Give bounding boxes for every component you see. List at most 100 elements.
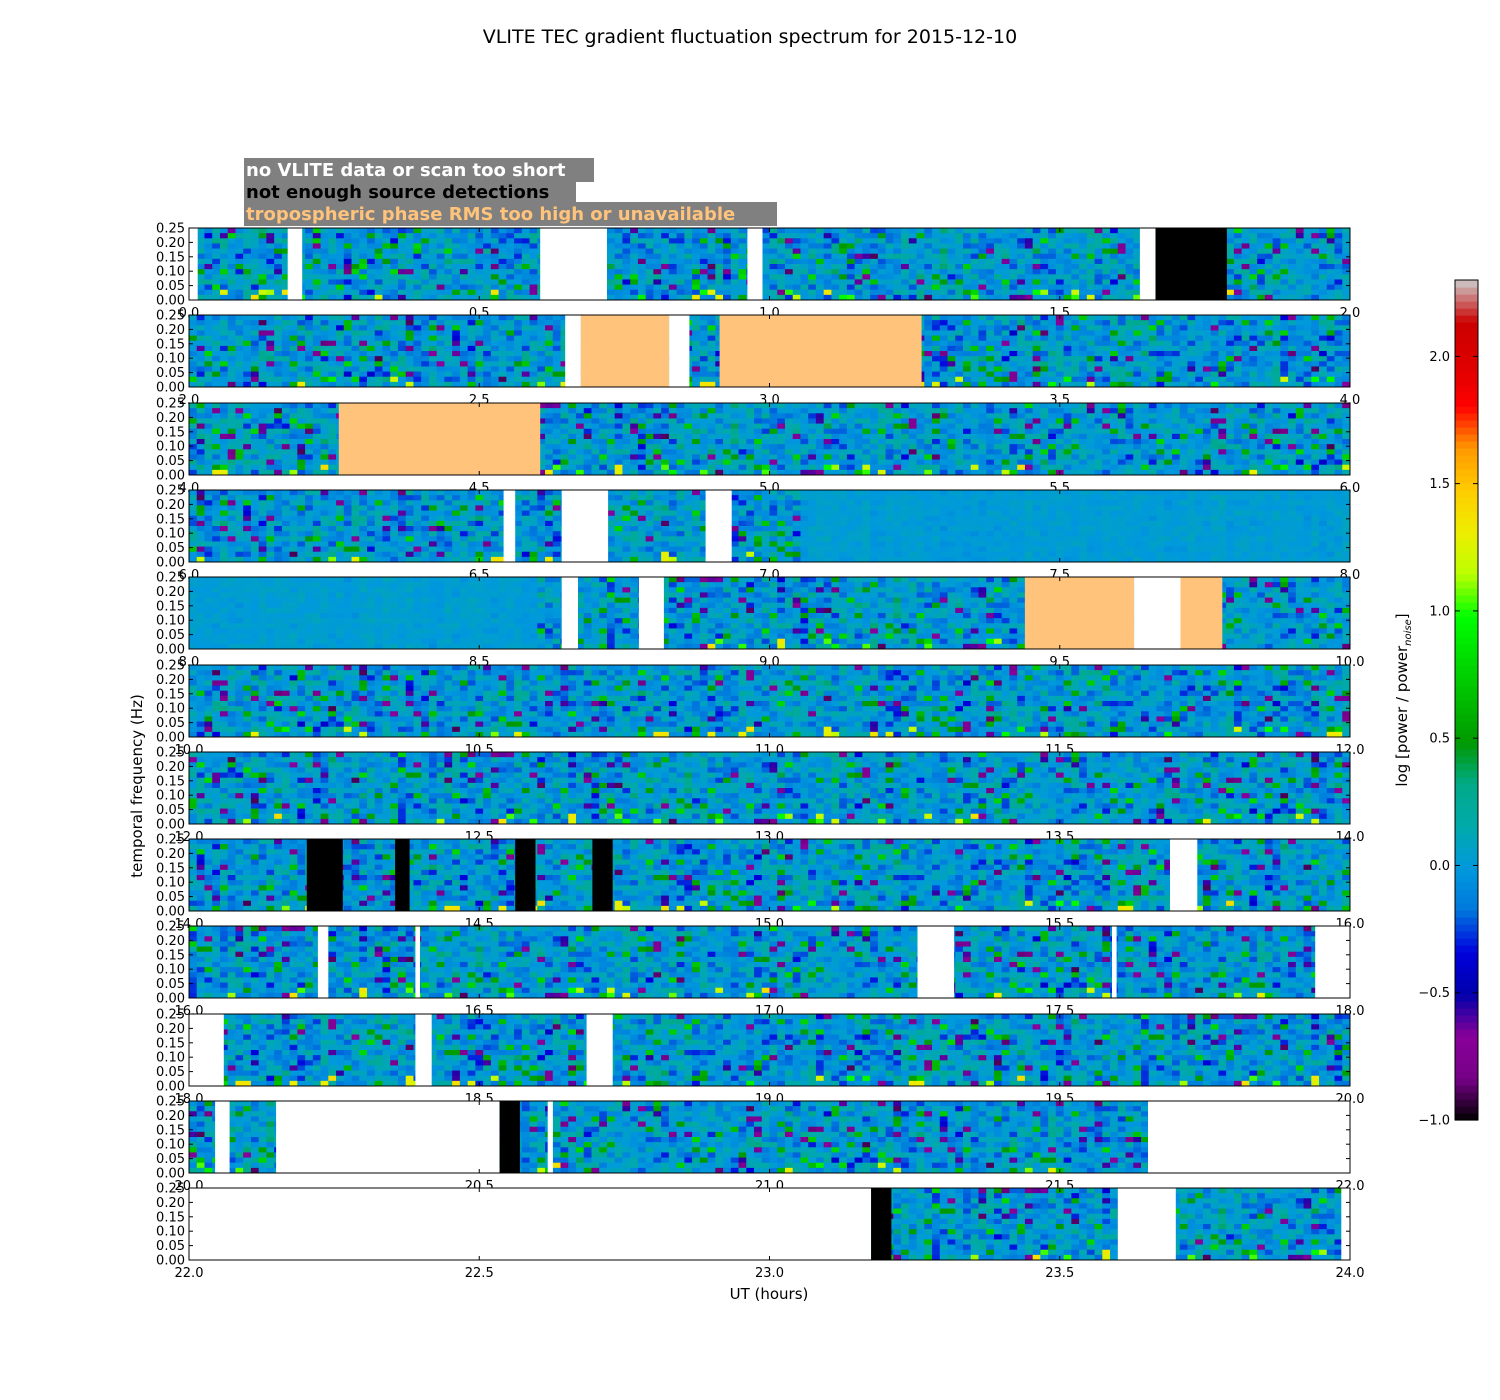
y-tick-label: 0.25 (156, 746, 185, 761)
y-tick-label: 0.25 (156, 222, 185, 237)
colorbar-tick-label: 1.0 (1429, 604, 1450, 619)
y-tick-label: 0.25 (156, 397, 185, 412)
y-tick-label: 0.20 (156, 760, 185, 775)
y-tick-label: 0.15 (156, 512, 185, 527)
y-tick-label: 0.15 (156, 1036, 185, 1051)
y-tick-label: 0.15 (156, 774, 185, 789)
x-tick-label: 23.5 (1045, 1266, 1074, 1281)
y-tick-label: 0.20 (156, 1022, 185, 1037)
y-tick-label: 0.10 (156, 789, 185, 804)
legend-box-no_data (244, 158, 594, 182)
y-tick-label: 0.15 (156, 337, 185, 352)
flag-no-data-4 (1148, 1101, 1350, 1173)
flag-no-data-0 (317, 926, 329, 998)
flag-few-detections-1 (395, 839, 410, 911)
flag-no-data-0 (561, 577, 578, 649)
y-tick-label: 0.20 (156, 585, 185, 600)
y-tick-label: 0.00 (156, 992, 185, 1007)
y-tick-label: 0.20 (156, 1196, 185, 1211)
x-tick-label: 23.0 (755, 1266, 784, 1281)
y-tick-label: 0.25 (156, 571, 185, 586)
y-tick-label: 0.05 (156, 1065, 185, 1080)
y-tick-label: 0.25 (156, 484, 185, 499)
colorbar: −1.0 −0.5 0.0 0.5 1.0 1.5 2.0 (1418, 279, 1479, 1129)
y-tick-label: 0.20 (156, 673, 185, 688)
flag-tropo-rms-0 (338, 403, 541, 475)
flag-no-data-2 (705, 490, 732, 562)
panel-3: 0.000.050.100.150.200.256.0 6.5 7.0 7.5 8.0 (156, 484, 1360, 584)
y-tick-label: 0.05 (156, 454, 185, 469)
y-tick-label: 0.25 (156, 659, 185, 674)
y-tick-label: 0.00 (156, 818, 185, 833)
y-tick-label: 0.10 (156, 1051, 185, 1066)
y-tick-label: 0.05 (156, 628, 185, 643)
y-tick-label: 0.00 (156, 905, 185, 920)
flag-no-data-3 (1341, 1188, 1350, 1260)
spectrum-panels: 0.000.050.100.150.200.250.0 0.5 1.0 1.5 2.00… (156, 222, 1364, 1282)
flag-tropo-rms-2 (1024, 577, 1134, 649)
y-tick-label: 0.25 (156, 1182, 185, 1197)
legend-entry-no_data: no VLITE data or scan too short (246, 160, 566, 181)
y-tick-label: 0.10 (156, 1225, 185, 1240)
flag-no-data-0 (189, 1188, 872, 1260)
flag-no-data-1 (638, 577, 664, 649)
y-tick-label: 0.05 (156, 977, 185, 992)
y-tick-label: 0.00 (156, 643, 185, 658)
flag-few-detections-3 (592, 839, 613, 911)
y-tick-label: 0.00 (156, 556, 185, 571)
panel-11: 0.000.050.100.150.200.25 22.0 22.5 23.0 23.5… (156, 1182, 1364, 1282)
y-tick-label: 0.25 (156, 1095, 185, 1110)
y-tick-label: 0.20 (156, 411, 185, 426)
y-tick-label: 0.05 (156, 1239, 185, 1254)
y-tick-label: 0.20 (156, 847, 185, 862)
panel-1: 0.000.050.100.150.200.252.0 2.5 3.0 3.5 4.0 (156, 309, 1360, 409)
y-axis-label: temporal frequency (Hz) (128, 694, 146, 878)
flag-no-data-1 (415, 926, 420, 998)
panel-heatmap (189, 926, 1351, 999)
flag-no-data-0 (215, 1101, 230, 1173)
legend-entry-tropo_rms: tropospheric phase RMS too high or unava… (246, 204, 735, 225)
y-tick-label: 0.00 (156, 1167, 185, 1182)
flag-few-detections-2 (515, 839, 536, 911)
flag-no-data-0 (503, 490, 516, 562)
flag-no-data-4 (1139, 228, 1156, 300)
flag-no-data-1 (276, 1101, 500, 1173)
flag-no-data-0 (565, 315, 581, 387)
flag-no-data-3 (1112, 926, 1117, 998)
flag-few-detections-2 (499, 1101, 520, 1173)
flag-no-data-1 (287, 228, 303, 300)
y-tick-label: 0.15 (156, 250, 185, 265)
flag-no-data-3 (1134, 577, 1181, 649)
panel-heatmap (189, 752, 1351, 825)
colorbar-label-end: ] (1393, 613, 1411, 619)
y-tick-label: 0.00 (156, 731, 185, 746)
flag-tropo-rms-4 (1180, 577, 1223, 649)
y-tick-label: 0.15 (156, 948, 185, 963)
chart-title: VLITE TEC gradient fluctuation spectrum … (483, 26, 1017, 48)
y-tick-label: 0.25 (156, 309, 185, 324)
colorbar-tick-label: 0.5 (1429, 732, 1450, 747)
flag-no-data-1 (415, 1014, 432, 1086)
flag-no-data-4 (1170, 839, 1198, 911)
colorbar-tick-label: −0.5 (1418, 986, 1450, 1001)
flag-no-data-2 (586, 1014, 613, 1086)
legend-box-tropo_rms (244, 202, 777, 226)
y-tick-label: 0.05 (156, 890, 185, 905)
flag-few-detections-1 (871, 1188, 892, 1260)
y-tick-label: 0.00 (156, 1080, 185, 1095)
y-tick-label: 0.00 (156, 1254, 185, 1269)
y-tick-label: 0.05 (156, 541, 185, 556)
y-tick-label: 0.10 (156, 527, 185, 542)
flag-no-data-2 (917, 926, 955, 998)
y-tick-label: 0.15 (156, 425, 185, 440)
y-tick-label: 0.15 (156, 687, 185, 702)
y-tick-label: 0.20 (156, 1109, 185, 1124)
y-tick-label: 0.20 (156, 323, 185, 338)
flag-few-detections-5 (1155, 228, 1227, 300)
y-tick-label: 0.20 (156, 236, 185, 251)
